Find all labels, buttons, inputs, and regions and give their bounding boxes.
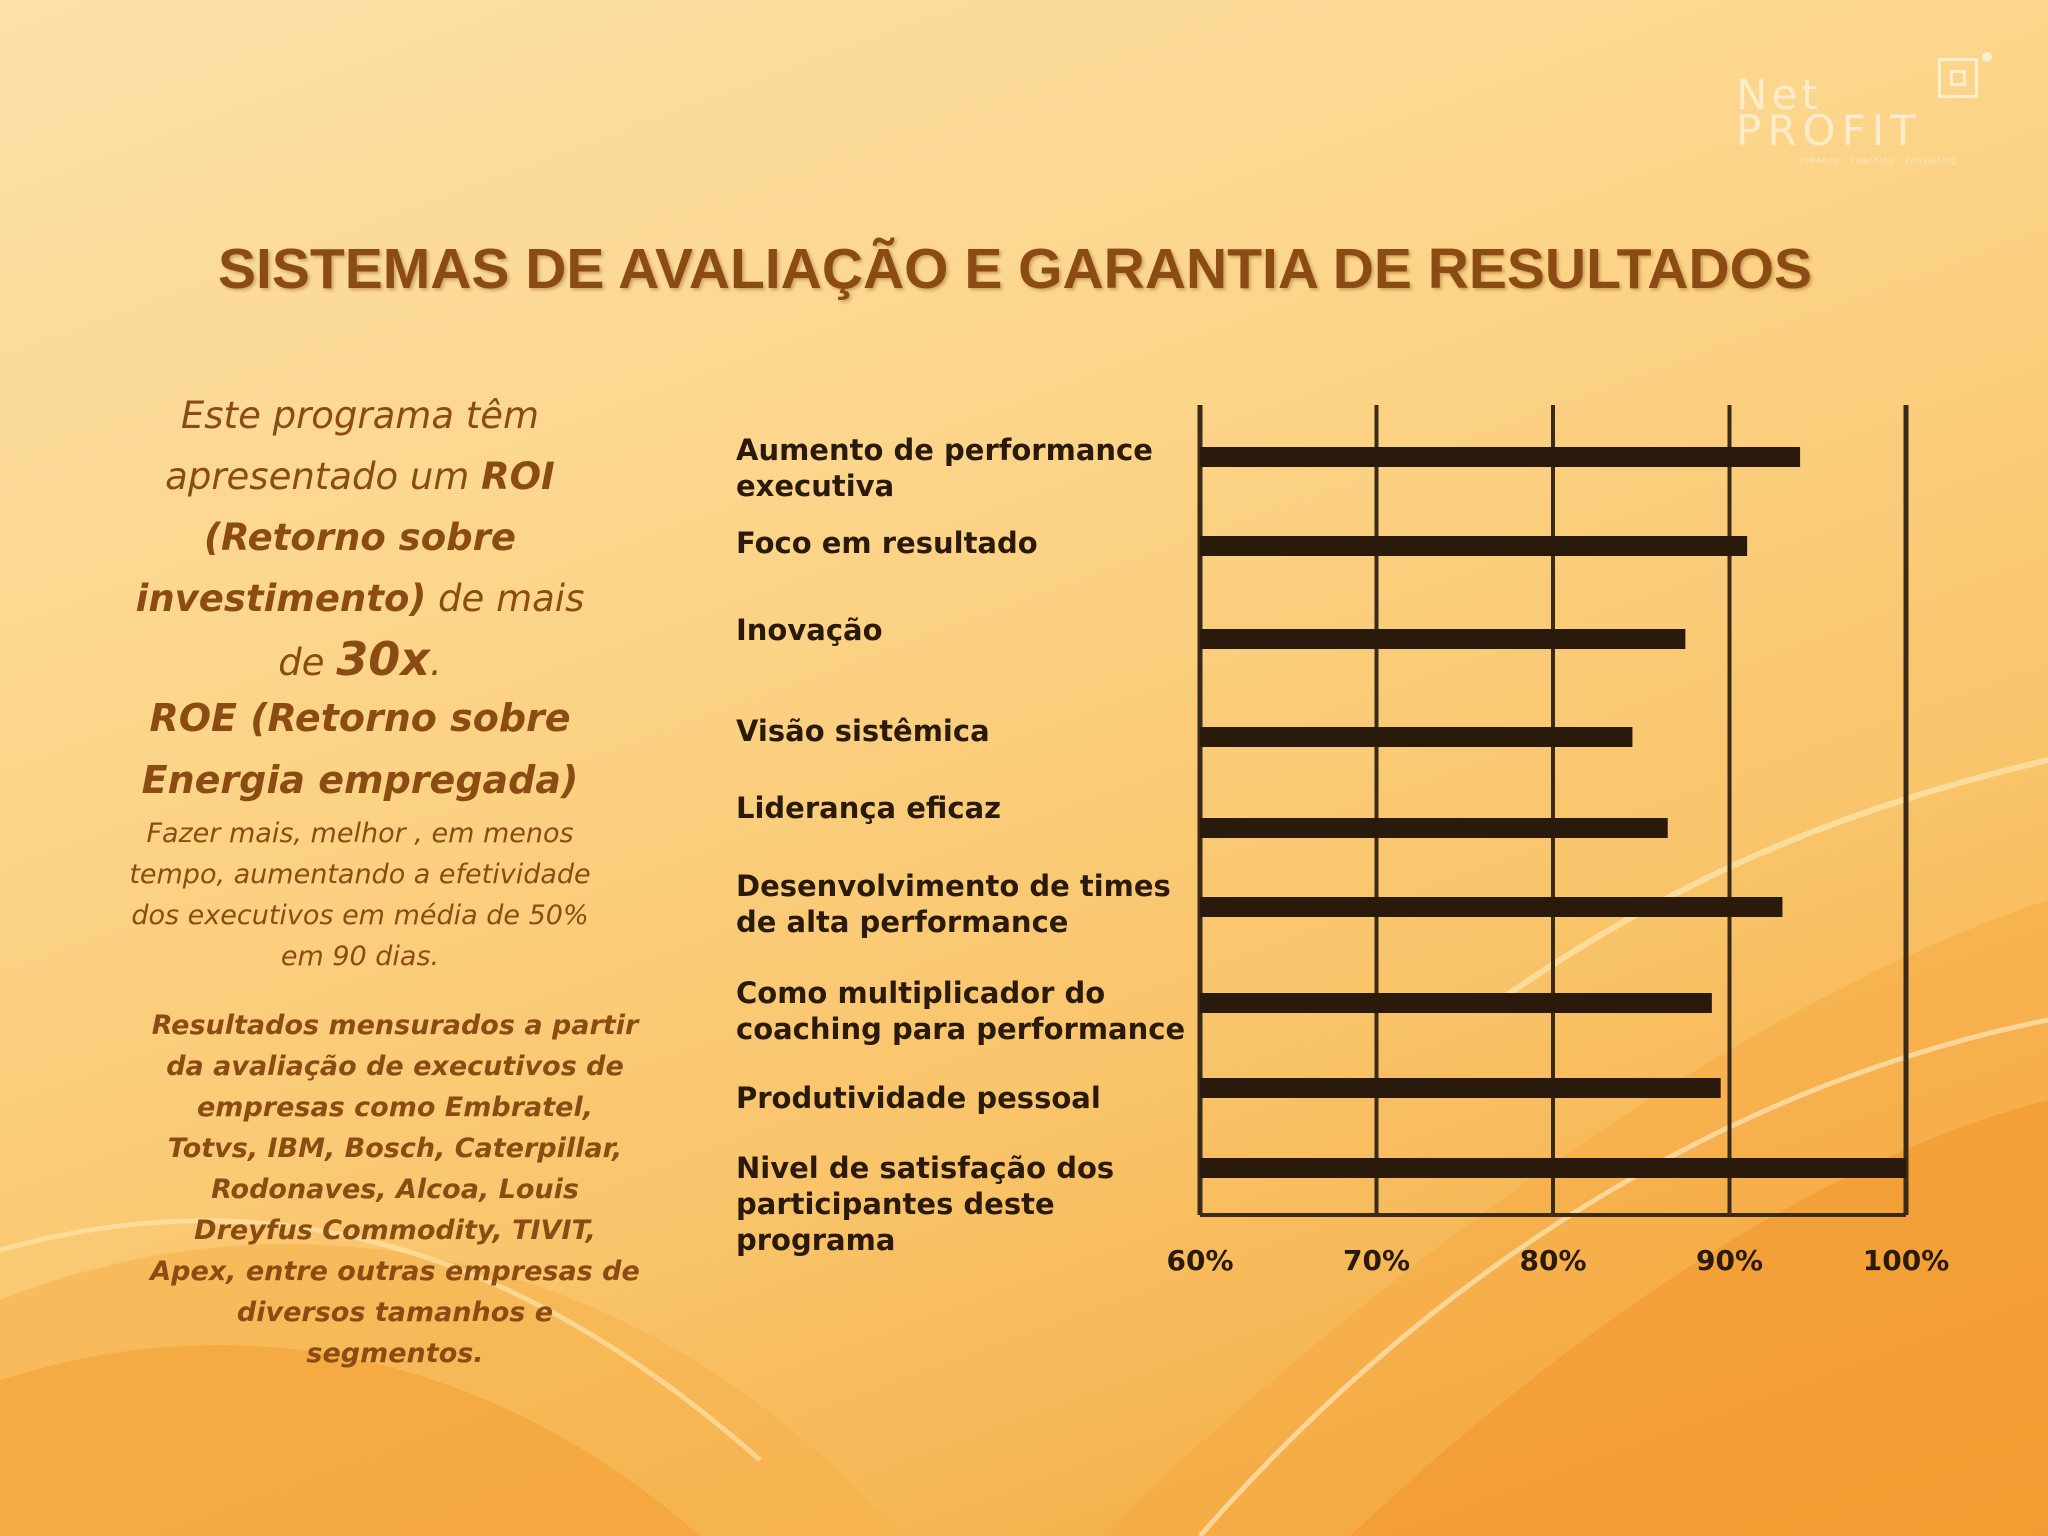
roe-heading: ROE (Retorno sobre Energia empregada) <box>141 696 579 802</box>
tick-label-70: 70% <box>1342 1244 1411 1277</box>
bar-2 <box>1200 536 1748 556</box>
category-label-8: Produtividade pessoal <box>736 1081 1101 1115</box>
category-label-3: Inovação <box>736 613 883 647</box>
net-profit-logo: Net PROFIT rodando · coaching · consulti… <box>1730 52 2000 172</box>
roi-paragraph: Este programa têm apresentado um ROI (Re… <box>110 385 610 693</box>
category-label-6: Desenvolvimento de times de alta perform… <box>736 869 1171 939</box>
bar-8 <box>1200 1078 1721 1098</box>
bar-9 <box>1200 1158 1906 1178</box>
results-note: Resultados mensurados a partir da avalia… <box>150 1010 640 1369</box>
page-title: SISTEMAS DE AVALIAÇÃO E GARANTIA DE RESU… <box>218 237 1812 301</box>
logo-line1: Net <box>1736 70 1822 119</box>
logo-dot-icon <box>1982 52 1992 62</box>
roi-text-2: de mais de <box>278 577 585 684</box>
tick-label-60: 60% <box>1166 1244 1234 1277</box>
category-label-2: Foco em resultado <box>736 526 1038 560</box>
logo-line2: PROFIT <box>1736 106 1922 155</box>
category-label-9: Nivel de satisfação dos participantes de… <box>736 1151 1115 1257</box>
roi-highlight: ROI (Retorno sobre investimento) <box>135 455 555 620</box>
category-label-7: Como multiplicador do coaching para perf… <box>736 976 1186 1046</box>
roe-description: Fazer mais, melhor , em menos tempo, aum… <box>129 818 591 972</box>
tick-label-90: 90% <box>1695 1244 1764 1277</box>
bar-1 <box>1200 447 1801 467</box>
bar-4 <box>1200 727 1633 747</box>
logo-square-icon <box>1938 58 1978 98</box>
tick-label-100: 100% <box>1862 1244 1950 1277</box>
bar-3 <box>1200 629 1686 649</box>
bar-5 <box>1200 818 1668 838</box>
category-label-4: Visão sistêmica <box>736 714 990 748</box>
intro-text-block: Este programa têm apresentado um ROI (Re… <box>110 385 610 977</box>
tick-label-80: 80% <box>1519 1244 1587 1277</box>
category-label-5: Liderança eficaz <box>736 791 1002 825</box>
roi-multiplier: 30x <box>336 632 430 686</box>
roi-text-3: . <box>429 641 442 684</box>
roi-text-1: Este programa têm apresentado um <box>165 394 540 498</box>
bar-6 <box>1200 897 1783 917</box>
bar-7 <box>1200 993 1712 1013</box>
logo-tagline: rodando · coaching · consulting <box>1800 156 1957 165</box>
category-label-1: Aumento de performance executiva <box>736 433 1153 503</box>
